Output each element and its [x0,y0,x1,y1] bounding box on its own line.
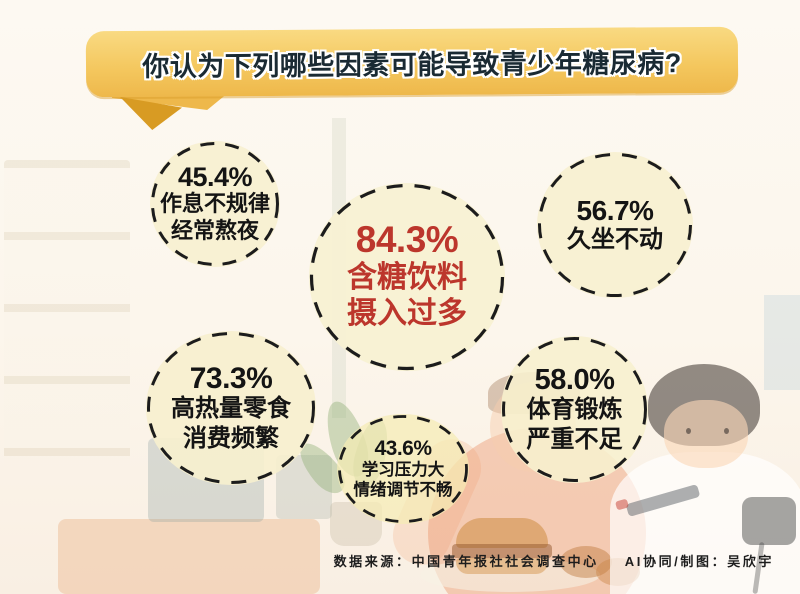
stat-label-line: 高热量零食 [171,395,291,423]
page-title: 你认为下列哪些因素可能导致青少年糖尿病? [142,47,682,82]
boy-face-illustration [664,400,748,468]
glucose-pen-tip-illustration [614,498,630,511]
stat-label-line: 消费频繁 [183,424,279,452]
blood-pressure-cuff-illustration [742,497,796,545]
dashed-ring [147,332,315,484]
stat-label-line: 作息不规律 [159,191,270,217]
dashed-ring [151,142,279,266]
stat-percent: 73.3% [189,361,273,395]
stat-bubble-sugary-drinks: 84.3% 含糖饮料 摄入过多 [309,183,505,371]
desk-illustration [58,519,320,594]
boy-hair-illustration [648,364,760,446]
stat-bubble-sedentary: 56.7% 久坐不动 [537,152,693,298]
stat-bubble-study-stress: 43.6% 学习压力大 情绪调节不畅 [337,414,469,524]
burger-illustration [456,518,548,548]
stat-label-line: 严重不足 [526,425,623,453]
title-banner: 你认为下列哪些因素可能导致青少年糖尿病? [85,26,739,98]
data-source-text: 数据来源：中国青年报社社会调查中心 [333,554,599,569]
stat-label-line: 摄入过多 [347,297,467,331]
dashed-ring [338,415,468,523]
stat-bubble-lack-exercise: 58.0% 体育锻炼 严重不足 [501,336,648,483]
stat-label-line: 含糖饮料 [347,260,467,294]
dashed-ring [309,183,505,371]
stat-label-line: 情绪调节不畅 [353,481,453,500]
credit-text: AI协同/制图：吴欣宇 [624,554,774,569]
stat-bubble-snacks: 73.3% 高热量零食 消费频繁 [146,331,316,485]
dashed-ring [502,337,647,482]
glucose-pen-illustration [625,484,701,517]
dashed-ring [538,153,692,297]
footer: 数据来源：中国青年报社社会调查中心 AI协同/制图：吴欣宇 [334,551,774,570]
stat-bubble-irregular-sleep: 45.4% 作息不规律 经常熬夜 [150,141,280,267]
stat-percent: 56.7% [576,194,654,226]
stat-percent: 84.3% [355,218,459,260]
window-illustration [764,295,800,390]
stat-percent: 58.0% [534,364,615,397]
stat-percent: 43.6% [374,436,432,460]
stat-label-line: 体育锻炼 [526,396,623,424]
stat-label-line: 经常熬夜 [170,218,259,244]
boy-eye-illustration [686,428,691,434]
stat-percent: 45.4% [177,162,253,192]
stat-label-line: 学习压力大 [361,460,445,479]
boy-eye-illustration [724,428,729,434]
bookshelf-illustration [4,160,130,470]
stat-label-line: 久坐不动 [567,226,663,254]
